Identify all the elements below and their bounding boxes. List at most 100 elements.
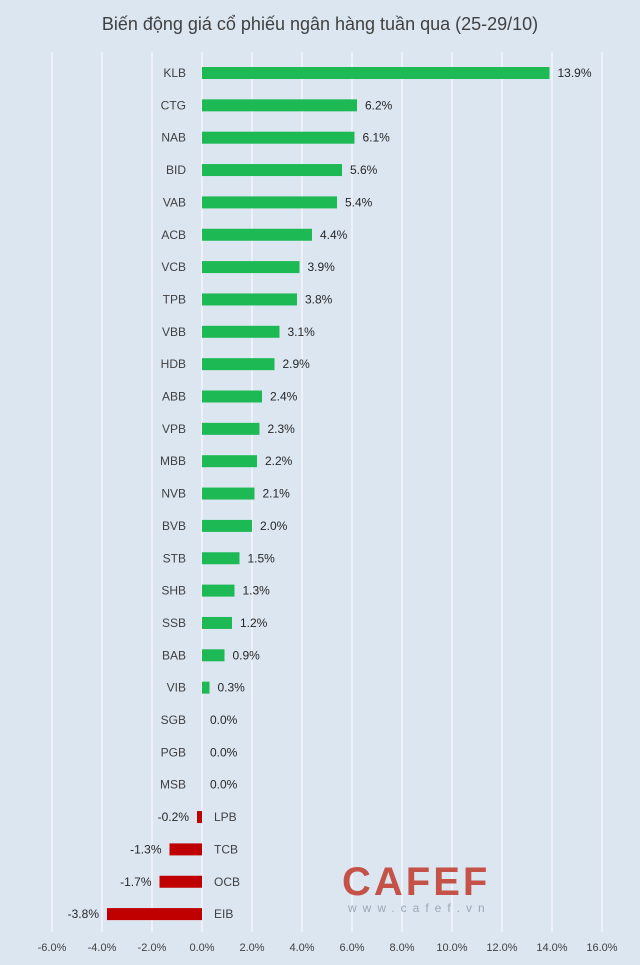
category-label: SHB bbox=[161, 584, 186, 598]
bars bbox=[107, 67, 550, 921]
x-tick-label: -2.0% bbox=[138, 942, 167, 954]
category-label: TPB bbox=[163, 292, 186, 306]
value-label: 0.0% bbox=[210, 713, 238, 727]
value-label: 2.1% bbox=[263, 487, 291, 501]
category-label: VAB bbox=[163, 195, 186, 209]
category-label: NAB bbox=[161, 131, 186, 145]
category-label: VBB bbox=[162, 325, 186, 339]
category-label: SGB bbox=[161, 713, 186, 727]
bar-hdb bbox=[202, 358, 275, 371]
bar-abb bbox=[202, 390, 262, 403]
value-label: 2.0% bbox=[260, 519, 288, 533]
value-label: 2.4% bbox=[270, 390, 298, 404]
value-label: 2.2% bbox=[265, 454, 293, 468]
bar-ocb bbox=[159, 875, 202, 888]
x-axis-ticks: -6.0% -4.0% -2.0% 0.0% 2.0% 4.0% 6.0% 8.0% 10.0%… bbox=[38, 942, 618, 954]
bar-ctg bbox=[202, 99, 357, 112]
value-label: -1.3% bbox=[130, 842, 162, 856]
x-tick-label: 14.0% bbox=[536, 942, 567, 954]
value-label: 3.8% bbox=[305, 292, 333, 306]
x-tick-label: 0.0% bbox=[189, 942, 214, 954]
bar-nab bbox=[202, 131, 355, 144]
value-label: 2.9% bbox=[283, 357, 311, 371]
bar-vib bbox=[202, 681, 210, 694]
value-label: 1.2% bbox=[240, 616, 268, 630]
value-label: 5.4% bbox=[345, 195, 373, 209]
chart-title: Biến động giá cổ phiếu ngân hàng tuần qu… bbox=[101, 14, 539, 34]
watermark: CAFEF www.cafef.vn bbox=[342, 860, 491, 915]
value-label: 5.6% bbox=[350, 163, 378, 177]
category-label: BID bbox=[166, 163, 186, 177]
bar-tpb bbox=[202, 293, 297, 306]
value-label: 1.5% bbox=[248, 551, 276, 565]
category-label: CTG bbox=[161, 98, 186, 112]
labels: KLB 13.9% CTG 6.2% NAB 6.1% BID 5.6% VAB 5.4% ACB 4… bbox=[68, 66, 592, 921]
category-label: SSB bbox=[162, 616, 186, 630]
value-label: 2.3% bbox=[268, 422, 296, 436]
bar-lpb bbox=[197, 811, 202, 824]
watermark-logo: CAFEF bbox=[342, 860, 490, 904]
category-label: LPB bbox=[214, 810, 237, 824]
value-label: 4.4% bbox=[320, 228, 348, 242]
bar-shb bbox=[202, 584, 235, 597]
bar-tcb bbox=[169, 843, 202, 856]
category-label: KLB bbox=[163, 66, 186, 80]
x-tick-label: 12.0% bbox=[486, 942, 517, 954]
gridlines bbox=[51, 52, 603, 932]
value-label: 6.1% bbox=[363, 131, 391, 145]
value-label: -3.8% bbox=[68, 907, 100, 921]
value-label: 6.2% bbox=[365, 98, 393, 112]
x-tick-label: 6.0% bbox=[339, 942, 364, 954]
category-label: MSB bbox=[160, 778, 186, 792]
bar-bid bbox=[202, 164, 342, 177]
bar-nvb bbox=[202, 487, 255, 500]
bar-bab bbox=[202, 649, 225, 662]
value-label: 1.3% bbox=[243, 584, 271, 598]
bar-acb bbox=[202, 228, 312, 241]
bar-klb bbox=[202, 67, 550, 79]
watermark-url: www.cafef.vn bbox=[347, 901, 491, 915]
bar-vbb bbox=[202, 325, 280, 338]
value-label: 3.9% bbox=[308, 260, 336, 274]
category-label: STB bbox=[163, 551, 186, 565]
category-label: OCB bbox=[214, 875, 240, 889]
x-tick-label: -6.0% bbox=[38, 942, 67, 954]
value-label: -0.2% bbox=[158, 810, 190, 824]
bar-vab bbox=[202, 196, 337, 209]
category-label: VIB bbox=[167, 681, 186, 695]
value-label: 0.0% bbox=[210, 778, 238, 792]
category-label: ACB bbox=[161, 228, 186, 242]
value-label: 0.0% bbox=[210, 745, 238, 759]
value-label: -1.7% bbox=[120, 875, 152, 889]
x-tick-label: 8.0% bbox=[389, 942, 414, 954]
x-tick-label: -4.0% bbox=[88, 942, 117, 954]
x-tick-label: 2.0% bbox=[239, 942, 264, 954]
value-label: 0.9% bbox=[233, 648, 261, 662]
value-label: 3.1% bbox=[288, 325, 316, 339]
category-label: NVB bbox=[161, 487, 186, 501]
value-label: 13.9% bbox=[558, 66, 592, 80]
category-label: VPB bbox=[162, 422, 186, 436]
category-label: TCB bbox=[214, 842, 238, 856]
category-label: ABB bbox=[162, 390, 186, 404]
bar-bvb bbox=[202, 519, 252, 532]
bar-ssb bbox=[202, 616, 232, 629]
x-tick-label: 4.0% bbox=[289, 942, 314, 954]
bar-stb bbox=[202, 552, 240, 565]
category-label: HDB bbox=[161, 357, 186, 371]
category-label: VCB bbox=[161, 260, 186, 274]
bar-mbb bbox=[202, 455, 257, 468]
bar-vpb bbox=[202, 422, 260, 435]
value-label: 0.3% bbox=[218, 681, 246, 695]
bar-vcb bbox=[202, 261, 300, 274]
bar-eib bbox=[107, 908, 202, 921]
x-tick-label: 10.0% bbox=[436, 942, 467, 954]
category-label: EIB bbox=[214, 907, 233, 921]
category-label: BAB bbox=[162, 648, 186, 662]
category-label: PGB bbox=[161, 745, 186, 759]
category-label: MBB bbox=[160, 454, 186, 468]
category-label: BVB bbox=[162, 519, 186, 533]
x-tick-label: 16.0% bbox=[586, 942, 617, 954]
